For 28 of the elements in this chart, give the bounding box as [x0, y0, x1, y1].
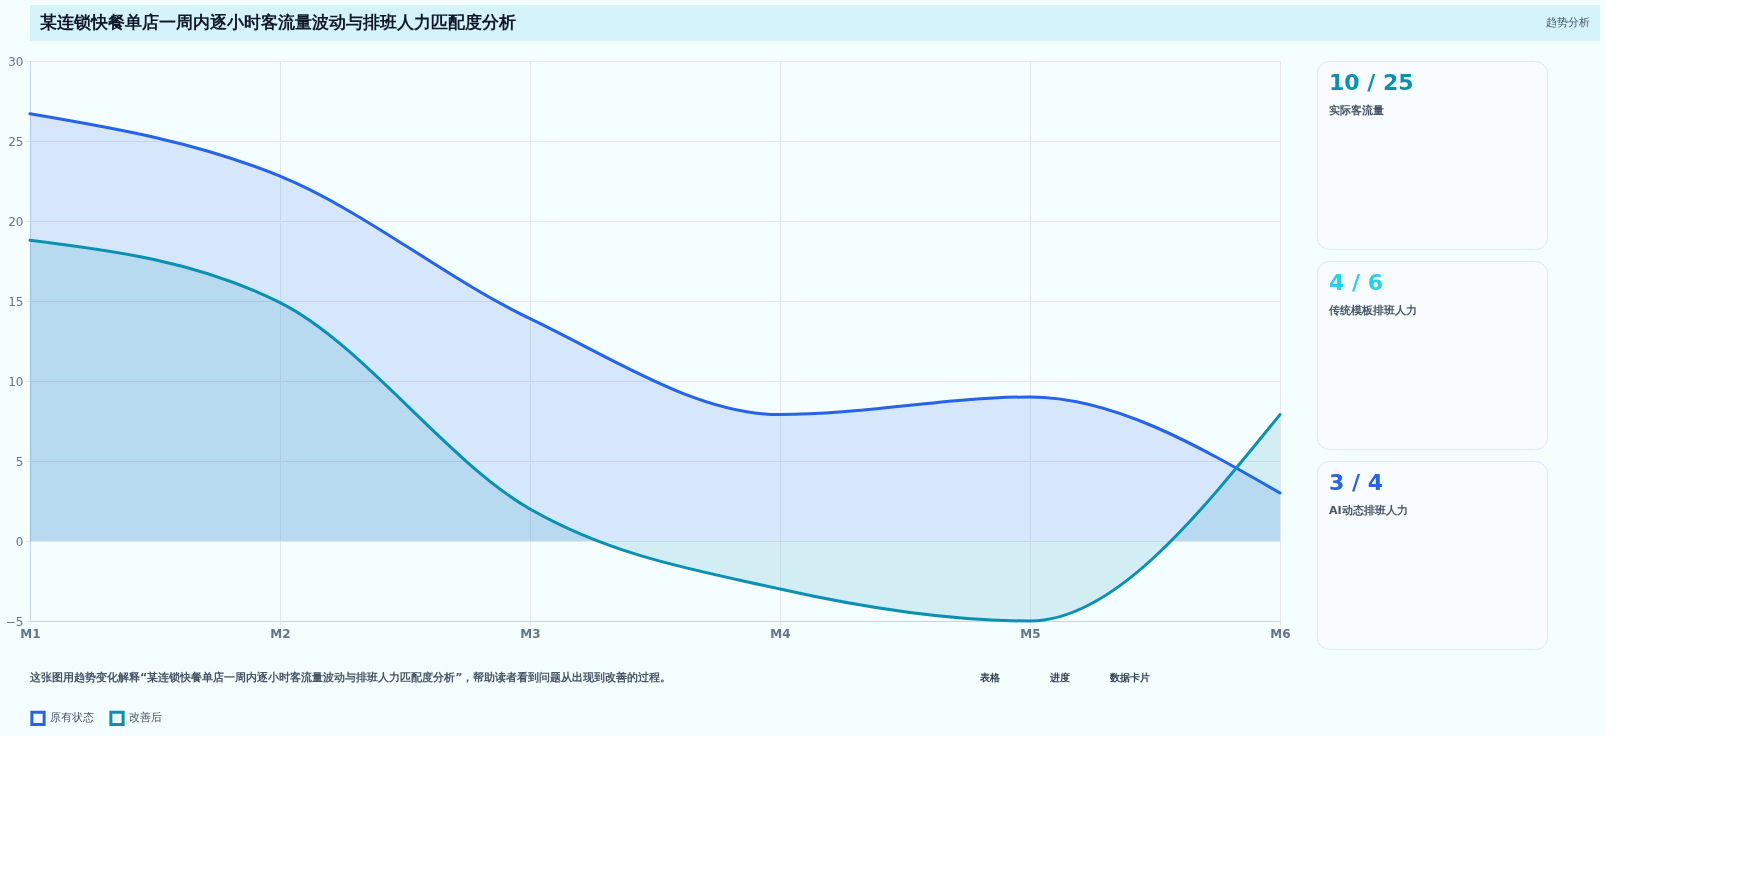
chart-title: 某连锁快餐单店一周内逐小时客流量波动与排班人力匹配度分析 [39, 12, 516, 32]
legend-label: 原有状态 [50, 711, 94, 725]
y-tick-label: −5 [5, 614, 24, 629]
text: 表格 [979, 672, 1001, 683]
y-tick-label: 5 [15, 454, 24, 469]
y-tick-label: 20 [8, 214, 24, 229]
x-tick-label: M4 [770, 626, 791, 641]
x-tick-label: M6 [1270, 626, 1291, 641]
y-tick-label: 30 [8, 54, 24, 69]
text: 实际客流量 [1329, 104, 1384, 117]
text: 趋势分析 [1546, 16, 1590, 29]
y-tick-label: 25 [8, 134, 24, 149]
text: 数据卡片 [1109, 672, 1150, 683]
x-tick-label: M2 [270, 626, 291, 641]
x-tick-label: M3 [520, 626, 541, 641]
text: 这张图用趋势变化解释“某连锁快餐单店一周内逐小时客流量波动与排班人力匹配度分析”，帮助读者看到问题从出现到改善的过程。 [29, 671, 672, 684]
x-tick-label: M5 [1020, 626, 1041, 641]
text: 传统模板排班人力 [1328, 304, 1417, 317]
x-tick-label: M1 [20, 626, 41, 641]
text: 10 / 25 [1329, 70, 1414, 95]
y-tick-label: 0 [15, 534, 24, 549]
legend-label: 改善后 [129, 711, 162, 725]
text: 进度 [1049, 672, 1070, 683]
text: 3 / 4 [1329, 470, 1383, 495]
text: AI动态排班人力 [1329, 504, 1408, 517]
y-tick-label: 10 [8, 374, 24, 389]
y-tick-label: 15 [8, 294, 24, 309]
text: 4 / 6 [1329, 270, 1383, 295]
